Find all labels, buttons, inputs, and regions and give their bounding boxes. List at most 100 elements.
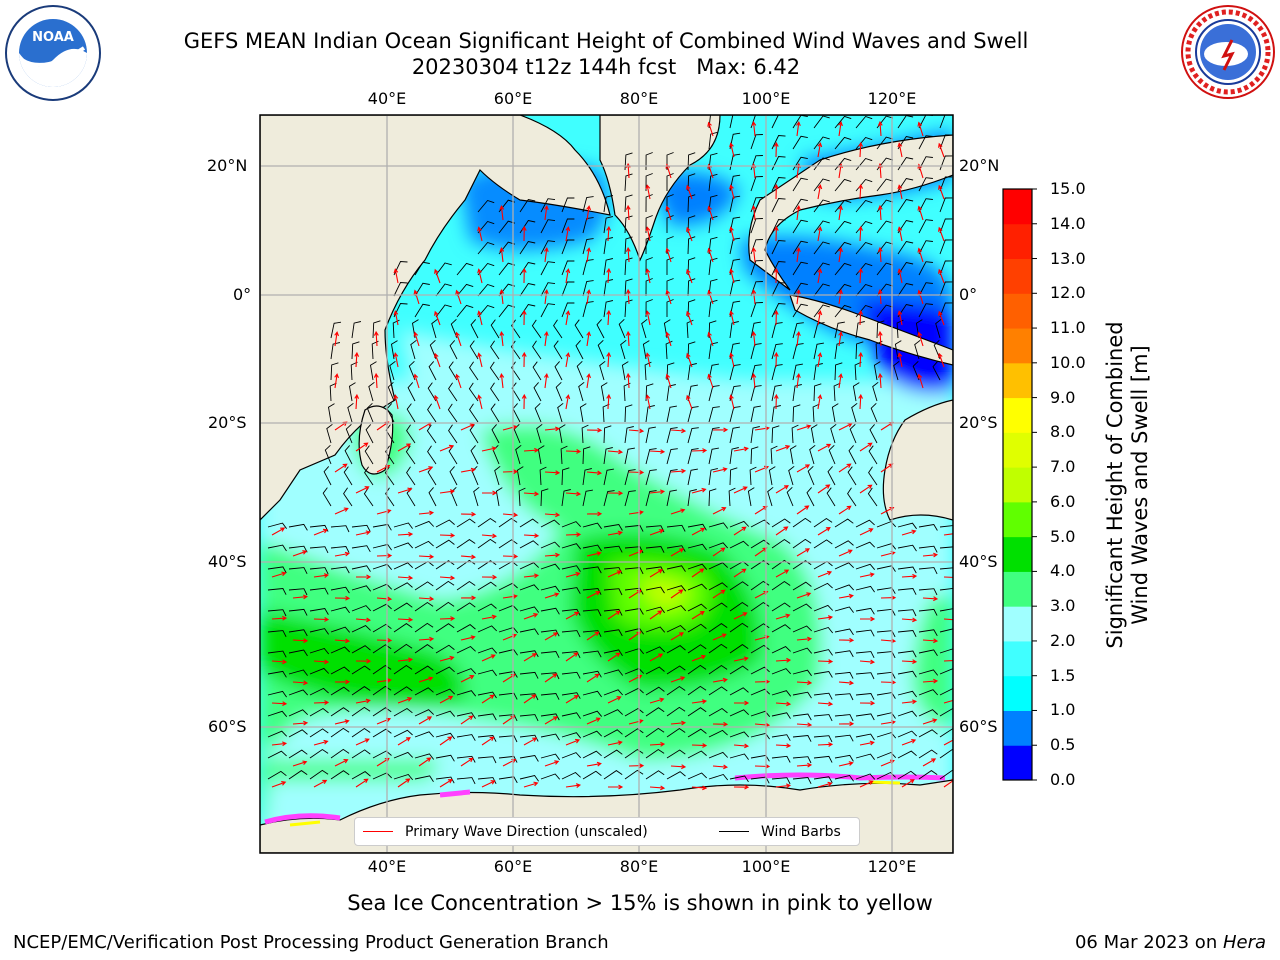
lat-label-right-60s: 60°S (959, 717, 998, 736)
wind-barb (582, 280, 594, 297)
wave-direction-arrow (606, 225, 612, 242)
wind-barb (435, 580, 455, 591)
wind-barb (449, 466, 458, 486)
wind-barb (792, 777, 812, 785)
wave-direction-arrow (817, 659, 834, 664)
footer-date: 06 Mar 2023 on Hera (1075, 932, 1266, 953)
lat-label-right-eq: 0° (959, 285, 978, 304)
wind-barb (410, 339, 417, 360)
wind-barb (393, 751, 414, 759)
wave-direction-arrow (355, 574, 372, 580)
colorbar-segment (1003, 571, 1032, 607)
wind-barb (435, 644, 455, 654)
wind-barb (834, 606, 854, 613)
wind-barb (519, 755, 539, 762)
wave-direction-arrow (393, 352, 399, 368)
wave-direction-arrow (628, 428, 645, 434)
wave-direction-arrow (901, 617, 918, 623)
wind-barb (428, 487, 437, 507)
wind-barb (393, 773, 414, 781)
wind-barb (771, 538, 791, 549)
wind-barb (813, 241, 830, 255)
sea-ice-note: Sea Ice Concentration > 15% is shown in … (347, 891, 933, 915)
wave-direction-arrow (922, 758, 937, 767)
wind-barb (792, 282, 808, 297)
wind-barb (435, 710, 456, 717)
wind-barb (918, 689, 939, 696)
wind-barb (834, 241, 852, 255)
wind-barb (540, 519, 560, 528)
wind-barb (918, 198, 933, 213)
wind-barb (708, 773, 729, 781)
wind-barb (918, 524, 938, 531)
wave-direction-arrow (796, 120, 801, 137)
wind-barb (708, 215, 718, 234)
wind-barb (771, 177, 786, 192)
wind-barb (288, 729, 308, 738)
wave-direction-arrow (292, 594, 309, 600)
wave-direction-arrow (413, 331, 420, 347)
wave-direction-arrow (397, 697, 413, 704)
wind-barb (414, 261, 430, 276)
wind-barb (935, 318, 942, 339)
wind-barb (939, 218, 953, 234)
wind-barb (575, 340, 584, 360)
wind-barb (687, 236, 696, 255)
wave-direction-arrow (838, 247, 843, 263)
wind-barb (531, 319, 542, 339)
wind-barb (666, 524, 686, 532)
wave-direction-arrow (439, 736, 453, 746)
wind-barb (897, 198, 914, 213)
colorbar-title-line-2: Wind Waves and Swell [m] (1128, 345, 1152, 625)
colorbar-segment (1003, 467, 1032, 503)
wind-barb (582, 770, 602, 780)
wave-direction-arrow (477, 394, 483, 410)
wave-direction-arrow (733, 612, 748, 620)
wind-barb (687, 603, 707, 612)
wind-barb (771, 219, 786, 234)
wind-barb (834, 734, 854, 742)
wind-barb (729, 520, 750, 528)
wind-barb (372, 644, 392, 654)
wave-direction-arrow (586, 289, 592, 305)
wind-barb (788, 465, 795, 486)
wind-barb (561, 651, 581, 659)
wind-barb (834, 693, 854, 701)
wind-barb (329, 382, 337, 402)
wind-barb (426, 424, 437, 444)
wind-barb (729, 753, 749, 760)
wind-barb (645, 469, 657, 486)
wind-barb (326, 423, 333, 444)
wind-barb (666, 665, 686, 675)
wind-barb (344, 445, 353, 465)
wave-direction-arrow (313, 617, 330, 622)
wind-barb (561, 489, 571, 507)
colorbar-segment (1003, 328, 1032, 364)
wind-barb (834, 540, 854, 549)
wave-direction-arrow (817, 781, 833, 788)
wave-direction-arrow (733, 568, 747, 578)
wind-barb (267, 770, 287, 780)
wave-direction-arrow (544, 760, 560, 767)
wind-barb (687, 152, 696, 171)
wind-barb (519, 540, 539, 549)
wind-barb (330, 525, 350, 533)
wind-barb (687, 489, 697, 507)
wave-direction-arrow (917, 331, 924, 347)
map-frame (259, 114, 954, 854)
wind-barb (519, 693, 539, 701)
wind-barb (393, 707, 413, 717)
wave-direction-arrow (460, 511, 477, 517)
wind-barb (687, 685, 707, 696)
wind-barb (288, 709, 309, 717)
wave-direction-arrow (334, 551, 350, 557)
wind-barb (939, 197, 953, 213)
wind-barb-legend-line (719, 831, 749, 832)
wind-barb (847, 466, 857, 486)
wind-barb (918, 770, 938, 780)
wind-barb (624, 215, 633, 234)
wind-barb (855, 563, 876, 570)
wave-direction-arrow (901, 779, 915, 788)
wind-barb (645, 727, 665, 738)
wind-barb (813, 304, 830, 318)
